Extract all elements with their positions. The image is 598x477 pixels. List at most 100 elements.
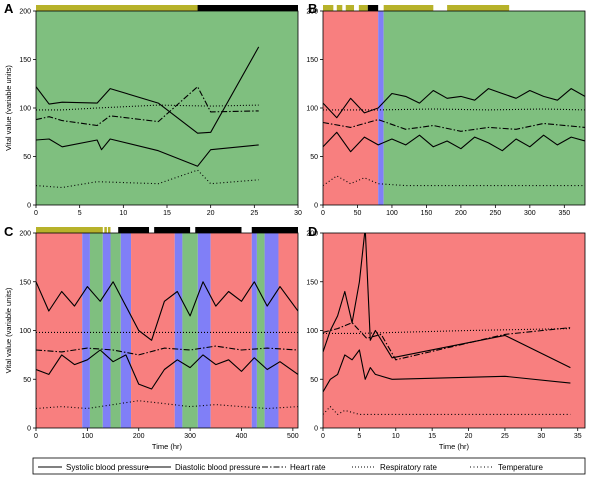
y-tick-label: 50 bbox=[23, 377, 31, 384]
x-tick-label: 500 bbox=[287, 433, 299, 440]
y-tick-label: 200 bbox=[306, 231, 318, 238]
panel-letter-b: B bbox=[308, 1, 317, 16]
top-bar-segment bbox=[383, 5, 434, 11]
state-band bbox=[278, 233, 298, 428]
series-line-systolic-blood-pressure bbox=[323, 88, 585, 119]
legend: Systolic blood pressure Diastolic blood p… bbox=[32, 457, 586, 475]
series-line-diastolic-blood-pressure bbox=[36, 349, 298, 390]
state-band bbox=[264, 233, 279, 428]
x-tick-label: 35 bbox=[574, 433, 582, 440]
series-line-diastolic-blood-pressure bbox=[323, 131, 585, 153]
x-tick-label: 0 bbox=[321, 210, 325, 217]
x-tick-label: 25 bbox=[501, 433, 509, 440]
top-bar-segment bbox=[107, 227, 111, 233]
y-tick-label: 150 bbox=[306, 57, 318, 64]
state-band bbox=[378, 11, 384, 205]
legend-label: Respiratory rate bbox=[380, 463, 437, 472]
state-band bbox=[89, 233, 103, 428]
x-tick-label: 300 bbox=[524, 210, 536, 217]
panel-d: 0 50 100 150 200 0 5 10 15 20 25 30 35 Time (hr) D bbox=[306, 224, 586, 451]
y-tick-label: 100 bbox=[306, 328, 318, 335]
legend-label: Temperature bbox=[498, 463, 543, 472]
x-tick-label: 5 bbox=[357, 433, 361, 440]
x-tick-label: 0 bbox=[34, 433, 38, 440]
series-line-heart-rate bbox=[323, 322, 571, 361]
x-tick-label: 15 bbox=[428, 433, 436, 440]
top-bar-segment bbox=[118, 227, 150, 233]
y-tick-label: 200 bbox=[19, 231, 31, 238]
state-band bbox=[82, 233, 90, 428]
y-tick-label: 200 bbox=[306, 9, 318, 16]
panel-b: 0 50 100 150 200 0 50 100 150 200 250 300 350 B bbox=[306, 1, 586, 217]
series-line-respiratory-rate bbox=[36, 104, 259, 111]
series-line-systolic-blood-pressure bbox=[36, 281, 298, 341]
top-bar-segment bbox=[345, 5, 355, 11]
series-line-heart-rate bbox=[323, 119, 585, 132]
y-tick-label: 100 bbox=[19, 328, 31, 335]
state-band bbox=[323, 11, 379, 205]
x-tick-label: 0 bbox=[34, 210, 38, 217]
top-bar-segment bbox=[104, 227, 107, 233]
top-bar-segment bbox=[447, 5, 510, 11]
x-tick-label: 50 bbox=[354, 210, 362, 217]
y-tick-label: 0 bbox=[314, 426, 318, 433]
legend-label: Systolic blood pressure bbox=[66, 463, 149, 472]
top-bar-segment bbox=[197, 5, 298, 11]
x-tick-label: 5 bbox=[78, 210, 82, 217]
panel-letter-a: A bbox=[4, 1, 14, 16]
series-line-systolic-blood-pressure bbox=[323, 233, 571, 369]
x-tick-label: 30 bbox=[537, 433, 545, 440]
y-tick-label: 0 bbox=[314, 203, 318, 210]
top-bar-segment bbox=[367, 5, 379, 11]
panel-c: 0 50 100 150 200 0 100 200 300 400 500 Vital value … bbox=[4, 224, 299, 451]
top-bar-segment bbox=[251, 227, 298, 233]
series-line-respiratory-rate bbox=[323, 328, 571, 334]
series-line-diastolic-blood-pressure bbox=[36, 138, 259, 167]
x-tick-label: 0 bbox=[321, 433, 325, 440]
x-tick-label: 350 bbox=[558, 210, 570, 217]
legend-box bbox=[32, 457, 586, 475]
x-tick-label: 200 bbox=[455, 210, 467, 217]
state-band bbox=[131, 233, 175, 428]
y-axis-title: Vital value (variable units) bbox=[4, 287, 13, 373]
legend-label: Diastolic blood pressure bbox=[175, 463, 261, 472]
series-line-respiratory-rate bbox=[323, 108, 585, 111]
top-bar-segment bbox=[36, 5, 198, 11]
series-line-temperature bbox=[36, 169, 259, 189]
top-bar-segment bbox=[358, 5, 368, 11]
x-tick-label: 250 bbox=[490, 210, 502, 217]
x-axis-title: Time (hr) bbox=[439, 442, 470, 451]
x-tick-label: 25 bbox=[250, 210, 258, 217]
series-line-diastolic-blood-pressure bbox=[323, 349, 571, 393]
y-tick-label: 150 bbox=[19, 57, 31, 64]
y-tick-label: 0 bbox=[27, 203, 31, 210]
x-tick-label: 300 bbox=[184, 433, 196, 440]
state-band bbox=[102, 233, 111, 428]
state-band bbox=[182, 233, 198, 428]
top-bar-segment bbox=[154, 227, 191, 233]
x-tick-label: 200 bbox=[133, 433, 145, 440]
series-line-systolic-blood-pressure bbox=[36, 46, 260, 134]
y-tick-label: 150 bbox=[306, 279, 318, 286]
x-tick-label: 15 bbox=[163, 210, 171, 217]
top-bar-segment bbox=[195, 227, 242, 233]
x-axis-title: Time (hr) bbox=[152, 442, 183, 451]
state-band bbox=[383, 11, 585, 205]
x-tick-label: 10 bbox=[119, 210, 127, 217]
state-band bbox=[174, 233, 183, 428]
state-band bbox=[197, 233, 211, 428]
x-tick-label: 150 bbox=[421, 210, 433, 217]
top-bar-segment bbox=[323, 5, 334, 11]
panel-a: 0 50 100 150 200 0 5 10 15 20 25 30 Vital value (var… bbox=[4, 1, 302, 217]
state-band bbox=[251, 233, 257, 428]
top-bar-segment bbox=[336, 5, 343, 11]
y-tick-label: 50 bbox=[310, 377, 318, 384]
y-tick-label: 100 bbox=[19, 106, 31, 113]
top-bar-segment bbox=[36, 227, 103, 233]
x-tick-label: 100 bbox=[82, 433, 94, 440]
x-tick-label: 100 bbox=[386, 210, 398, 217]
x-tick-label: 20 bbox=[207, 210, 215, 217]
y-axis-title: Vital value (variable units) bbox=[4, 65, 13, 151]
panel-letter-c: C bbox=[4, 224, 14, 239]
